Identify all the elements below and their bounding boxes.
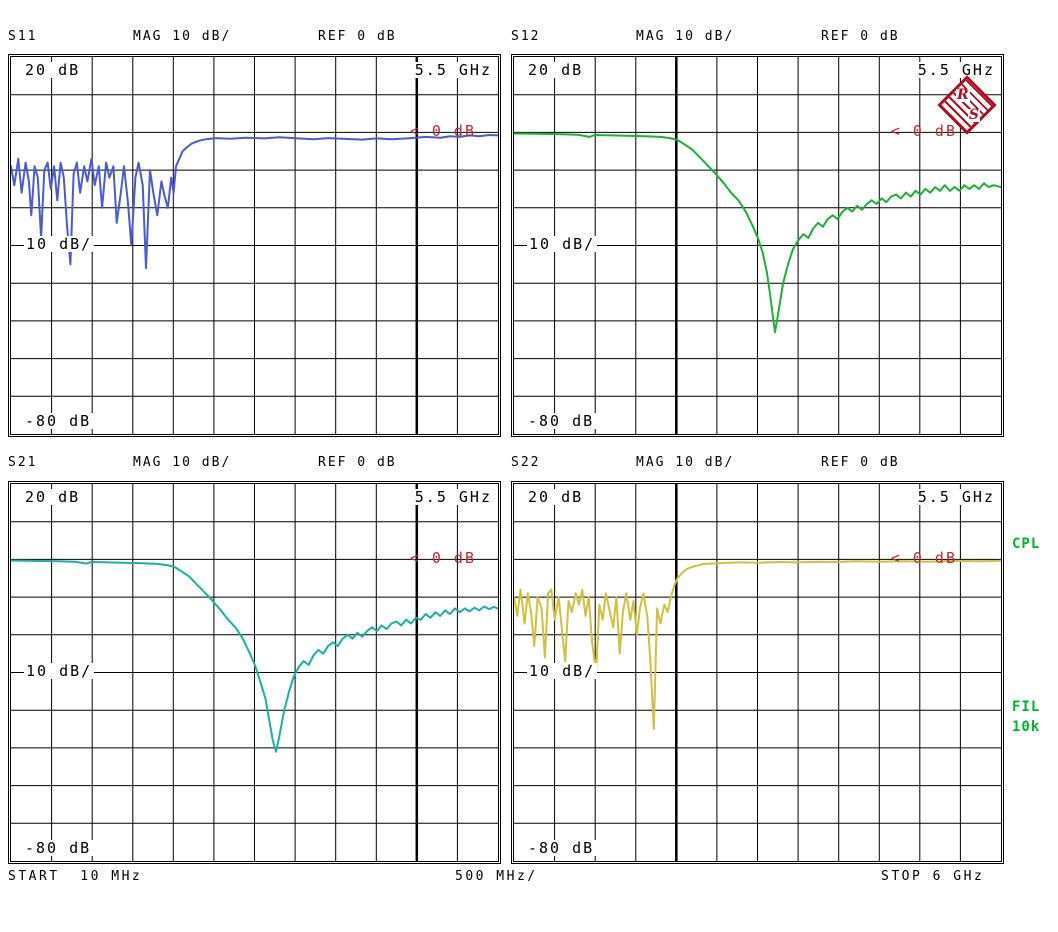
s11-bottom-scale-label: -80 dB xyxy=(23,412,94,430)
s12-bottom-scale-label: -80 dB xyxy=(526,412,597,430)
s11-top-scale-label: 20 dB xyxy=(23,61,83,79)
sweep-per-div-label: 500 MHz/ xyxy=(455,869,538,884)
panel-s11: 20 dB 5.5 GHz 10 dB/ -80 dB < 0 dB xyxy=(8,54,501,437)
graticule-S12 xyxy=(514,57,1001,434)
panel-s12: 20 dB 5.5 GHz 10 dB/ -80 dB < 0 dB R S xyxy=(511,54,1004,437)
s22-top-scale-label: 20 dB xyxy=(526,488,586,506)
header-s12-ref: REF 0 dB xyxy=(821,29,900,44)
s22-ref-level-marker: < 0 dB xyxy=(890,549,957,567)
if-filter-label: FIL xyxy=(1012,699,1041,715)
rohde-schwarz-logo: R S xyxy=(937,75,997,135)
header-s21-ref: REF 0 dB xyxy=(318,455,397,470)
s11-per-div-label: 10 dB/ xyxy=(24,235,95,253)
header-s12-param: S12 xyxy=(511,29,541,44)
s11-ref-level-marker: < 0 dB xyxy=(409,122,476,140)
if-filter-value-label: 10k xyxy=(1012,719,1041,735)
header-s12-mag: MAG 10 dB/ xyxy=(636,29,735,44)
rs-logo-diamond-icon xyxy=(937,75,997,135)
header-s21-mag: MAG 10 dB/ xyxy=(133,455,232,470)
s21-marker-freq-label: 5.5 GHz xyxy=(412,488,494,506)
s11-marker-freq-label: 5.5 GHz xyxy=(412,61,494,79)
header-s11-ref: REF 0 dB xyxy=(318,29,397,44)
s12-marker-freq-label: 5.5 GHz xyxy=(915,61,997,79)
sweep-stop-label: STOP 6 GHz xyxy=(881,869,985,884)
s21-bottom-scale-label: -80 dB xyxy=(23,839,94,857)
header-s22-ref: REF 0 dB xyxy=(821,455,900,470)
s22-per-div-label: 10 dB/ xyxy=(527,662,598,680)
panel-s21: 20 dB 5.5 GHz 10 dB/ -80 dB < 0 dB xyxy=(8,481,501,864)
s21-per-div-label: 10 dB/ xyxy=(24,662,95,680)
header-s11-mag: MAG 10 dB/ xyxy=(133,29,232,44)
sweep-start-label: START 10 MHz xyxy=(8,869,143,884)
s22-bottom-scale-label: -80 dB xyxy=(526,839,597,857)
header-s21-param: S21 xyxy=(8,455,38,470)
panel-s22: 20 dB 5.5 GHz 10 dB/ -80 dB < 0 dB xyxy=(511,481,1004,864)
header-s22-mag: MAG 10 dB/ xyxy=(636,455,735,470)
s12-top-scale-label: 20 dB xyxy=(526,61,586,79)
s12-per-div-label: 10 dB/ xyxy=(527,235,598,253)
coupled-channels-label: CPL xyxy=(1012,536,1041,552)
s21-top-scale-label: 20 dB xyxy=(23,488,83,506)
rs-logo-letter-s: S xyxy=(967,107,980,123)
header-s11-param: S11 xyxy=(8,29,38,44)
header-s22-param: S22 xyxy=(511,455,541,470)
s21-ref-level-marker: < 0 dB xyxy=(409,549,476,567)
s22-marker-freq-label: 5.5 GHz xyxy=(915,488,997,506)
graticule-S11 xyxy=(11,57,498,434)
rs-logo-letter-r: R xyxy=(956,87,970,103)
s12-ref-level-marker: < 0 dB xyxy=(890,122,957,140)
